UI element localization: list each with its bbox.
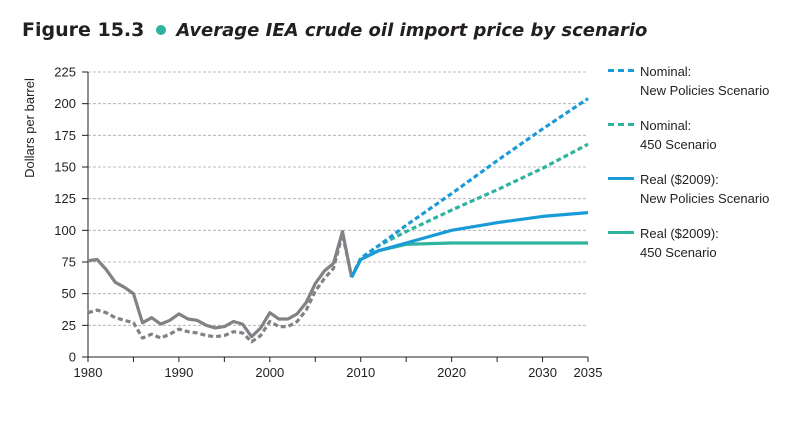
- x-tick-label: 2000: [255, 365, 284, 380]
- series-line-4: [350, 211, 589, 278]
- x-tick-label: 2030: [528, 365, 557, 380]
- y-tick-label: 0: [69, 350, 76, 365]
- series-lines: [87, 97, 589, 344]
- legend-item: Nominal: New Policies Scenario: [608, 62, 793, 116]
- legend-label: Nominal: New Policies Scenario: [640, 62, 769, 100]
- series-line-1: [87, 232, 354, 344]
- legend-swatch: [608, 231, 634, 234]
- legend-item: Nominal: 450 Scenario: [608, 116, 793, 170]
- y-tick-label: 200: [54, 96, 76, 111]
- legend-label-line2: 450 Scenario: [640, 245, 717, 260]
- x-tick-label: 2035: [574, 365, 603, 380]
- y-axis-label: Dollars per barrel: [22, 78, 37, 178]
- y-tick-label: 125: [54, 191, 76, 206]
- y-tick-label: 100: [54, 223, 76, 238]
- y-tick-label: 150: [54, 160, 76, 175]
- legend-swatch: [608, 177, 634, 180]
- legend-label: Nominal: 450 Scenario: [640, 116, 717, 154]
- legend: Nominal: New Policies Scenario Nominal: 450…: [608, 62, 793, 278]
- legend-label-line1: Nominal:: [640, 118, 692, 133]
- bullet-icon: [156, 25, 167, 35]
- legend-label: Real ($2009): New Policies Scenario: [640, 170, 769, 208]
- legend-swatch: [608, 123, 634, 126]
- y-tick-label: 225: [54, 65, 76, 80]
- x-tick-label: 1980: [74, 365, 103, 380]
- legend-label-line1: Nominal:: [640, 64, 692, 79]
- legend-label-line2: New Policies Scenario: [640, 83, 770, 98]
- series-line-0: [87, 230, 354, 339]
- series-line-3: [350, 142, 589, 278]
- legend-item: Real ($2009): New Policies Scenario: [608, 170, 793, 224]
- axes: 0 25 50 75 100 125 150 175 200 225 1980 1990 2000 201…: [54, 65, 602, 381]
- x-tick-label: 2020: [437, 365, 466, 380]
- y-tick-label: 25: [62, 318, 76, 333]
- legend-label-line1: Real ($2009):: [640, 172, 719, 187]
- y-tick-label: 50: [62, 286, 76, 301]
- figure-title: Average IEA crude oil import price by sc…: [176, 19, 648, 41]
- y-tick-label: 175: [54, 128, 76, 143]
- legend-label-line1: Real ($2009):: [640, 226, 719, 241]
- y-tick-label: 75: [62, 255, 76, 270]
- legend-label: Real ($2009): 450 Scenario: [640, 224, 719, 262]
- legend-label-line2: New Policies Scenario: [640, 191, 770, 206]
- legend-label-line2: 450 Scenario: [640, 137, 717, 152]
- figure-title-row: Figure 15.3 Average IEA crude oil import…: [22, 16, 647, 44]
- gridlines: [88, 71, 588, 326]
- legend-swatch: [608, 69, 634, 72]
- x-tick-label: 2010: [346, 365, 375, 380]
- figure-label: Figure 15.3: [22, 19, 145, 41]
- x-tick-label: 1990: [164, 365, 193, 380]
- series-line-2: [350, 97, 589, 278]
- legend-item: Real ($2009): 450 Scenario: [608, 224, 793, 278]
